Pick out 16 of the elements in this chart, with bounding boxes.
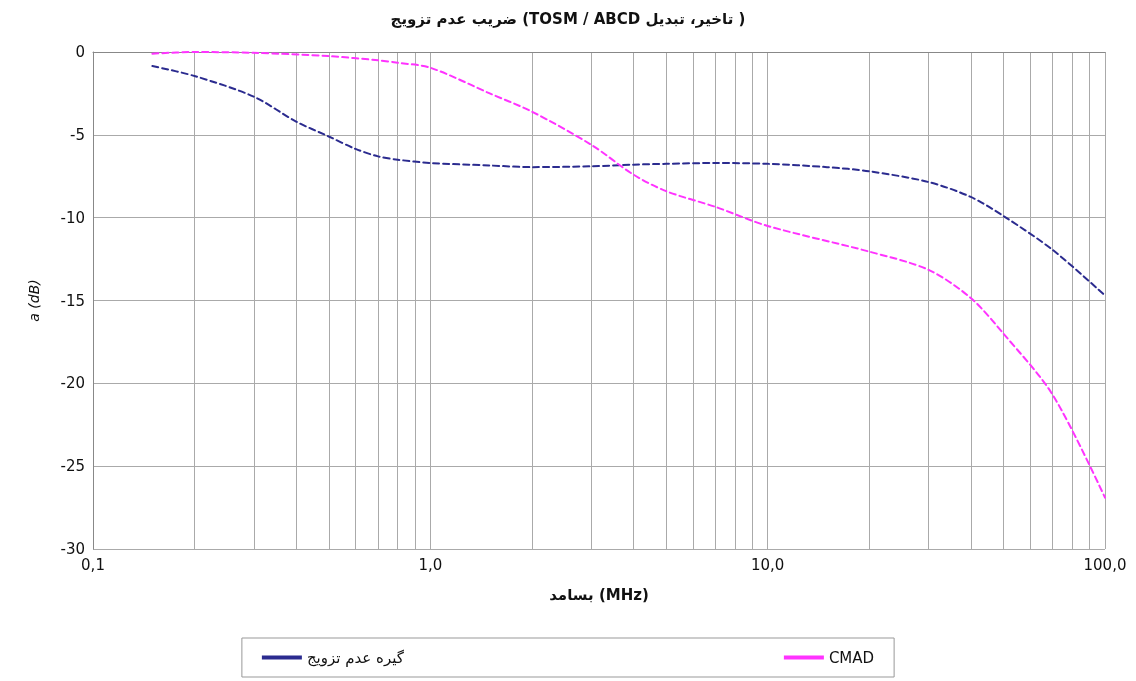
y-tick-label: 0: [75, 43, 85, 61]
legend-label: CMAD: [828, 648, 875, 667]
x-axis-title: بسامد (MHz): [549, 585, 649, 604]
x-tick-label: 100,0: [1083, 555, 1127, 574]
y-tick-label: -10: [60, 208, 85, 227]
legend-label: گیره عدم تزویج: [306, 648, 405, 667]
y-axis-title: a (dB): [26, 279, 42, 322]
x-tick-label: 1,0: [418, 555, 443, 574]
x-tick-label: 0,1: [81, 555, 105, 574]
y-tick-label: -30: [60, 540, 85, 558]
chart-title: ضریب عدم تزویج (TOSM / ABCD تاخیر، تبدیل ): [390, 9, 746, 28]
y-tick-label: -25: [60, 457, 85, 476]
y-tick-label: -5: [70, 125, 85, 144]
y-tick-label: -20: [60, 374, 85, 393]
x-tick-label: 10,0: [750, 555, 785, 574]
y-tick-label: -15: [60, 291, 85, 310]
